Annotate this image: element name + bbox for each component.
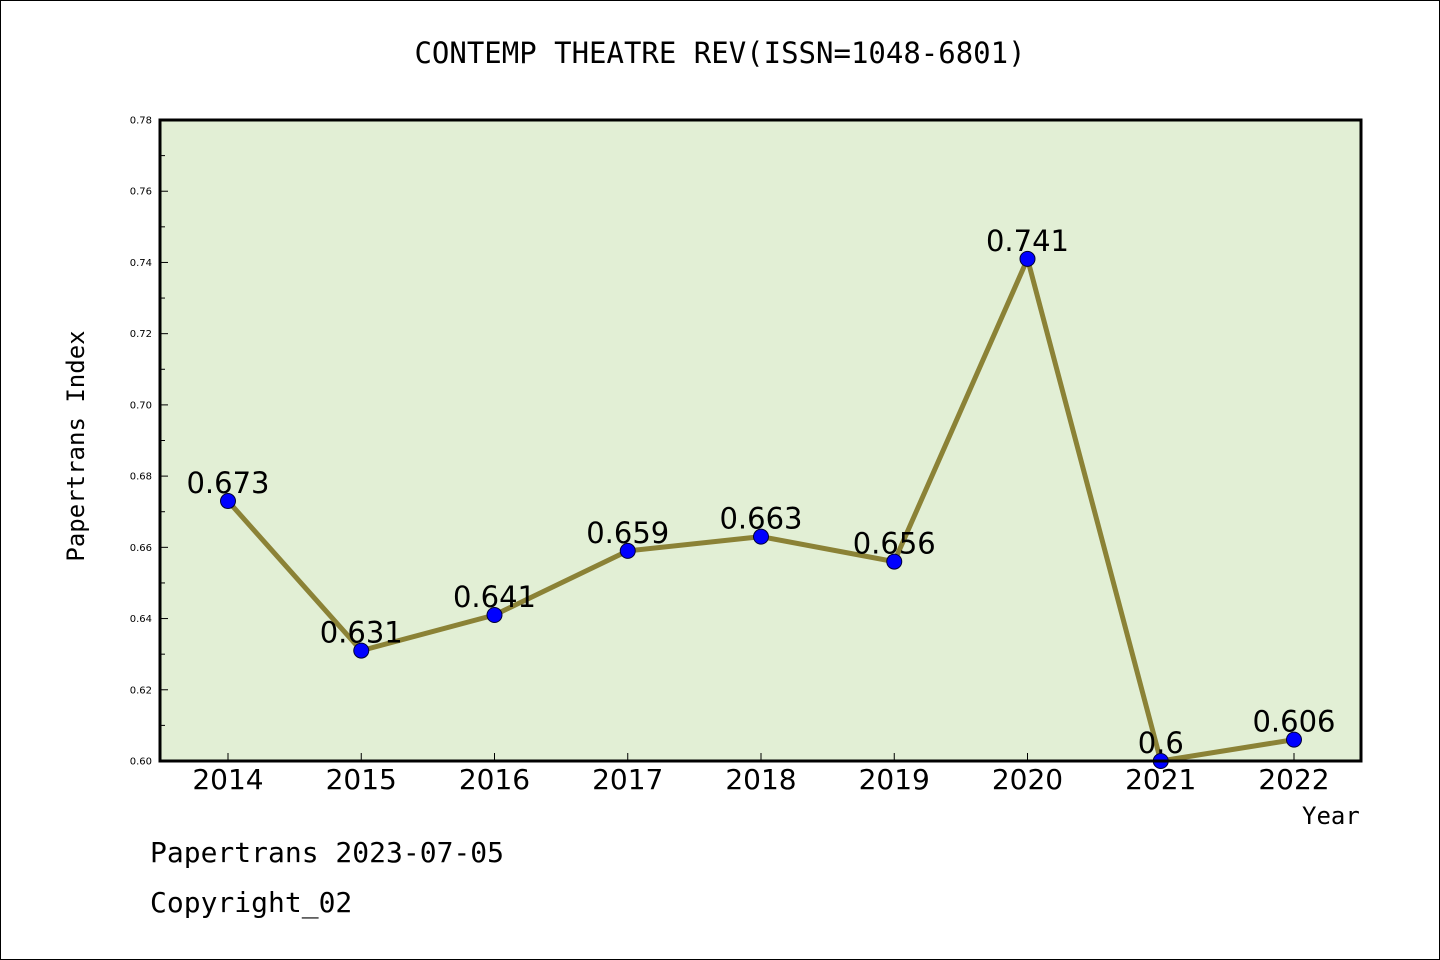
y-tick-label: 0.70 [130,400,152,411]
x-axis-label: Year [1302,802,1360,830]
data-label: 0.663 [719,502,802,536]
x-tick-label: 2019 [859,763,930,796]
y-axis: 0.60 0.62 0.64 0.66 0.68 0.70 0.72 0.74 0.76 0.78 [130,116,168,768]
x-tick-label: 2014 [192,763,263,796]
data-labels: 0.673 0.631 0.641 0.659 0.663 0.656 0.741 0.6 0.… [186,224,1335,760]
data-point [486,606,503,623]
y-tick-label: 0.72 [130,329,152,340]
data-label: 0.673 [186,466,269,500]
plot-area [160,120,1361,761]
x-tick-label: 2017 [592,763,663,796]
y-tick-label: 0.68 [130,472,152,483]
data-points [220,250,1302,769]
data-label: 0.606 [1252,705,1335,739]
data-point [1019,250,1036,267]
y-tick-label: 0.66 [130,543,152,554]
y-tick-label: 0.64 [130,614,152,625]
data-point [220,493,236,510]
data-label: 0.631 [320,616,403,650]
data-label: 0.641 [453,580,536,614]
data-point [353,642,370,659]
data-point [886,553,903,570]
y-tick-label: 0.74 [130,258,152,269]
data-label: 0.741 [986,224,1069,258]
x-tick-label: 2018 [725,763,796,796]
y-tick-label: 0.76 [130,187,152,198]
footer-copyright: Copyright_02 [150,886,353,919]
data-label: 0.659 [586,516,669,550]
x-tick-label: 2016 [459,763,530,796]
data-label: 0.6 [1138,726,1184,760]
data-point [1286,731,1302,748]
x-tick-label: 2020 [992,763,1063,796]
data-label: 0.656 [853,527,936,561]
plot-border [158,118,1363,763]
x-axis: 2014 2015 2016 2017 2018 2019 2020 2021 2022 [192,753,1330,796]
data-point [753,528,769,545]
chart-title: CONTEMP THEATRE REV(ISSN=1048-6801) [414,36,1026,70]
y-tick-label: 0.62 [130,685,152,696]
footer-date: Papertrans 2023-07-05 [150,836,505,869]
x-tick-label: 2015 [326,763,397,796]
y-tick-label: 0.78 [130,116,152,127]
y-tick-label: 0.60 [130,757,152,768]
x-tick-label: 2022 [1258,763,1329,796]
data-point [619,542,636,559]
